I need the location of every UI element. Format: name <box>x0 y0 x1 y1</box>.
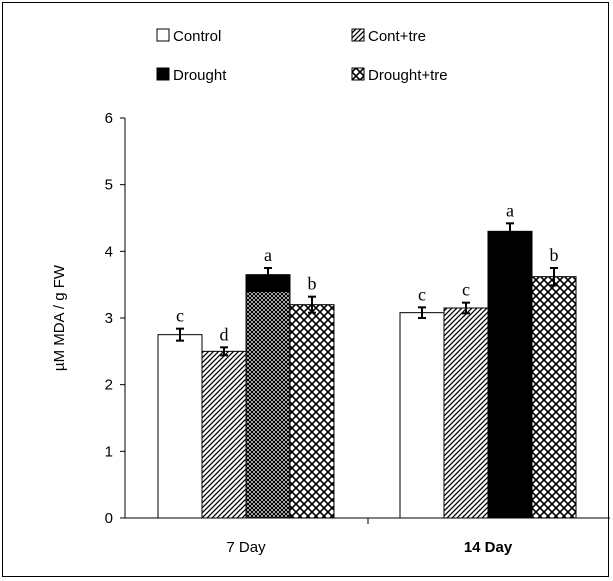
significance-letter: a <box>264 245 272 265</box>
y-tick-label: 6 <box>105 110 113 127</box>
legend-label-drought: Drought <box>173 67 227 84</box>
bars <box>157 222 577 519</box>
bar <box>531 276 577 519</box>
legend-swatch-drought <box>156 67 170 81</box>
legend-item-control: Control <box>156 28 221 45</box>
significance-letter: c <box>462 280 470 300</box>
bar <box>399 312 445 519</box>
labels: c d a b 7 Day c c a b 14 Day <box>176 200 559 556</box>
legend: Control Cont+tre Drought Drought+tre <box>156 28 448 84</box>
y-tick-label: 4 <box>105 243 113 260</box>
chart-frame <box>2 2 609 577</box>
x-category-label: 7 Day <box>226 539 266 556</box>
y-tick-label: 0 <box>105 510 113 527</box>
y-tick-label: 1 <box>105 443 113 460</box>
y-tick-label: 2 <box>105 377 113 394</box>
legend-item-drought: Drought <box>156 67 227 84</box>
significance-letter: c <box>418 284 426 304</box>
significance-letter: d <box>220 324 229 344</box>
significance-letter: b <box>550 245 559 265</box>
legend-item-drought-tre: Drought+tre <box>351 67 448 84</box>
y-tick-label: 3 <box>105 310 113 327</box>
legend-swatch-cont-tre <box>351 28 365 42</box>
y-axis-title: µM MDA / g FW <box>51 264 68 371</box>
bar <box>157 334 203 519</box>
legend-label-drought-tre: Drought+tre <box>368 67 448 84</box>
bar <box>289 304 335 519</box>
bar <box>487 230 533 519</box>
significance-letter: c <box>176 306 184 326</box>
bar <box>443 307 489 519</box>
bar <box>201 350 247 519</box>
legend-item-cont-tre: Cont+tre <box>351 28 426 45</box>
legend-swatch-drought-tre <box>351 67 365 81</box>
significance-letter: b <box>308 274 317 294</box>
significance-letter: a <box>506 200 514 220</box>
legend-label-control: Control <box>173 28 221 45</box>
legend-label-cont-tre: Cont+tre <box>368 28 426 45</box>
y-tick-label: 5 <box>105 177 113 194</box>
x-category-label: 14 Day <box>464 539 513 556</box>
bar <box>245 290 291 519</box>
legend-swatch-control <box>156 28 170 42</box>
